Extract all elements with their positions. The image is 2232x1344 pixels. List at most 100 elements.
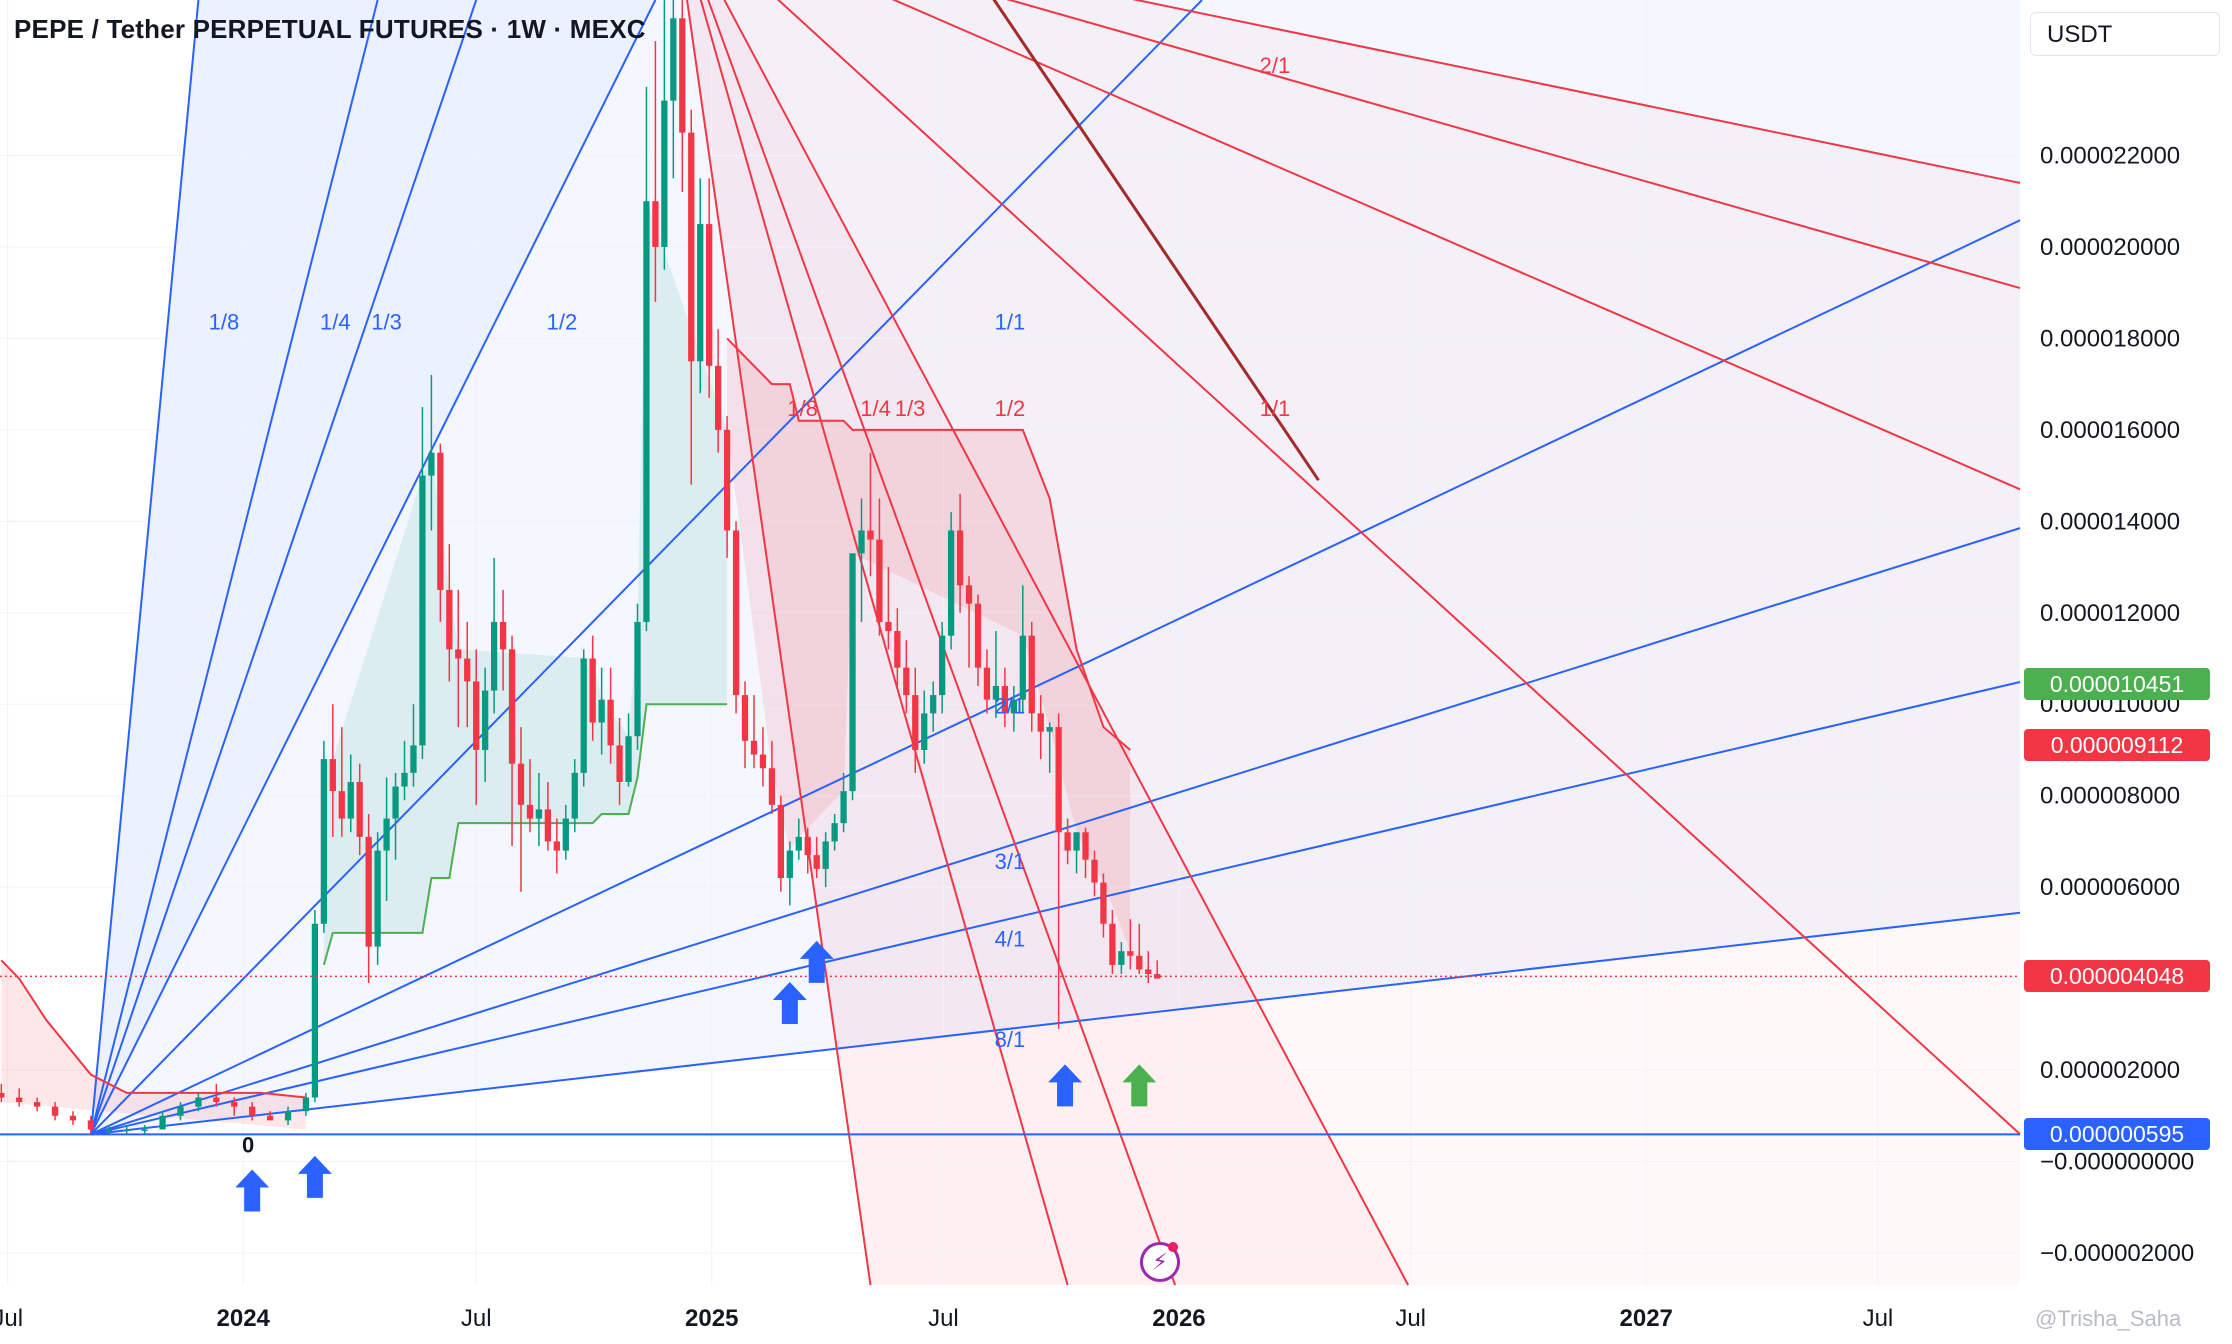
red-trail-left-line [0, 959, 307, 1099]
candle-body [177, 1106, 184, 1116]
chart-title: PEPE / Tether PERPETUAL FUTURES · 1W · M… [14, 14, 646, 44]
candle-body [813, 855, 820, 869]
blue-arrow-up-icon [1048, 1064, 1083, 1107]
blue-fan-label: 1/8 [209, 309, 240, 334]
x-tick-label: 2024 [217, 1305, 271, 1332]
candle [939, 621, 946, 714]
candle-body [562, 818, 569, 851]
candle-body [473, 681, 480, 750]
candle-body [625, 736, 632, 782]
candle [347, 754, 354, 833]
candle [930, 681, 937, 732]
candle-body [526, 804, 534, 819]
candle [858, 498, 865, 622]
candle [741, 681, 749, 769]
candle [571, 759, 578, 833]
candle-body [490, 621, 498, 691]
candle [706, 178, 713, 398]
candle-body [141, 1129, 148, 1132]
candle [804, 827, 811, 874]
candle-body [16, 1097, 23, 1103]
candle [795, 818, 802, 860]
x-tick-label: Jul [928, 1305, 959, 1332]
candle-body [499, 621, 507, 650]
candle [159, 1111, 166, 1130]
blue-fan-line-8-1 [90, 911, 2021, 1136]
price-tag-current: 0.000004048 [2024, 960, 2210, 993]
candle-body [302, 1097, 310, 1112]
watermark: @Trisha_Saha [2035, 1306, 2182, 1331]
blue-fan-label: 1/3 [371, 309, 402, 334]
blue-fan-line-2-1 [90, 219, 2021, 1136]
candle [482, 667, 489, 782]
candle-body [544, 809, 552, 842]
currency-selector[interactable]: USDT [2030, 12, 2220, 56]
candle-body [715, 365, 722, 430]
candle [338, 727, 345, 837]
candle-body [428, 452, 435, 476]
candle [1145, 951, 1152, 984]
x-tick-label: Jul [0, 1305, 23, 1332]
candle [759, 727, 767, 787]
red-fan-line-1-1 [776, 0, 2021, 1135]
candle-body [33, 1102, 41, 1107]
candle-body [1127, 951, 1134, 956]
candle [974, 594, 982, 686]
candle-body [965, 585, 973, 604]
candle [885, 567, 892, 650]
blue-arrow-up-icon [297, 1155, 332, 1198]
red-fan-line-4-1 [1132, 0, 2021, 184]
y-tick-label: 0.000022000 [2040, 142, 2180, 169]
candle-body [195, 1097, 202, 1107]
candle [365, 813, 372, 984]
candle [1154, 960, 1161, 979]
candle-body [643, 201, 650, 622]
candle [195, 1092, 202, 1112]
candle [526, 759, 534, 833]
candle-body [634, 621, 641, 737]
candle [490, 557, 498, 714]
candle-body [1001, 685, 1009, 714]
blue-fan-label: 8/1 [995, 1027, 1026, 1052]
candle-body [697, 224, 704, 362]
candle-body [1100, 882, 1107, 924]
red-fan-label: 1/3 [895, 396, 926, 421]
blue-fan-line-1-4 [89, 0, 379, 1135]
candle-body [1010, 699, 1017, 714]
price-tag-red-upper: 0.000009112 [2024, 728, 2210, 761]
blue-fan-label: 1/2 [547, 309, 578, 334]
candle-body [983, 667, 991, 700]
candle-body [508, 649, 516, 764]
candle [1109, 910, 1116, 975]
blue-arrow-up-icon [799, 940, 834, 983]
red-trail-line [726, 337, 1131, 751]
candle [1001, 667, 1009, 728]
candle [652, 41, 659, 302]
candle [517, 727, 525, 892]
blue-fan-label: 1/4 [320, 309, 351, 334]
candle [867, 452, 874, 577]
candle-body [831, 823, 838, 842]
y-tick-label: 0.000016000 [2040, 417, 2180, 444]
candle-body [768, 768, 776, 805]
candle-body [374, 850, 381, 947]
candle [679, 0, 686, 193]
candle-body [437, 452, 444, 590]
candle [553, 818, 560, 874]
candle-body [1154, 974, 1161, 979]
candle [231, 1097, 238, 1116]
blue-fan-label: 4/1 [995, 927, 1026, 952]
red-fan-label: 1/2 [995, 396, 1026, 421]
candle-body [930, 695, 937, 714]
y-tick-label: 0.000008000 [2040, 783, 2180, 810]
candle [894, 608, 901, 686]
time-axis-bg [0, 1285, 2232, 1344]
candle-body [840, 791, 847, 824]
candle-body [723, 429, 731, 531]
red-fan-line-2-1 [891, 0, 2021, 491]
candle [661, 0, 668, 270]
candle-body [1136, 955, 1143, 970]
candle-body [1028, 635, 1035, 714]
